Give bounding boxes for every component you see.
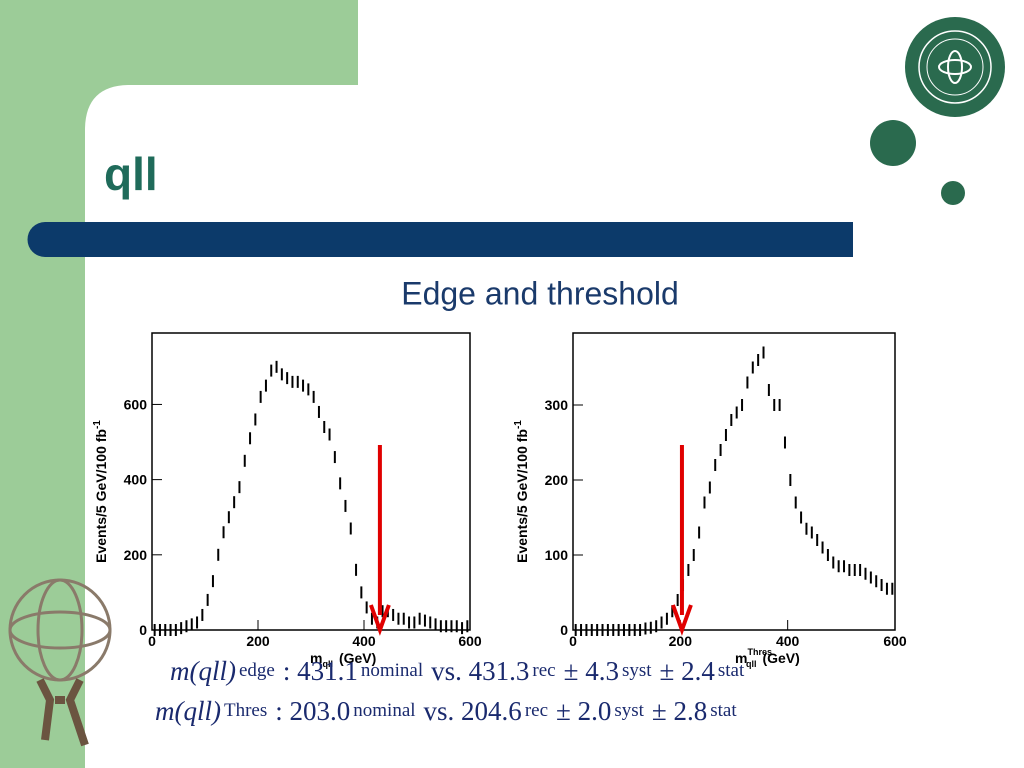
x-label-unit: (GeV) [762,650,799,666]
x-tick-label: 400 [352,633,376,649]
x-tick-label: 600 [883,633,907,649]
y-tick-label: 400 [124,472,148,488]
equation-index: edge [239,660,275,681]
arrow-head [671,604,693,636]
y-tick-label: 100 [545,547,569,563]
equation-index: rec [532,660,555,681]
equation: m(qll) edge : 431.1 nominal vs. 431.3 rec ± 4.… [170,656,745,686]
arrow-head [369,604,391,636]
y-tick-label: 200 [545,472,569,488]
seal-logo [905,17,1005,117]
equation-index: stat [718,660,745,681]
content-panel [85,0,1024,768]
plot-frame [151,332,471,631]
equation-term: ± 2.0 [556,696,611,726]
y-axis-label-text: Events/5 GeV/100 fb [514,429,530,563]
chart: 0 200 400 600 0 100 200 300 Events/5 GeV/100 fb-… [513,332,907,669]
x-tick-label: 200 [246,633,270,649]
title-bar [27,222,853,257]
equation-index: syst [622,660,652,681]
equation-term: : 203.0 [275,696,350,726]
y-axis-label-sup: -1 [92,420,103,429]
x-tick-label: 0 [569,633,577,649]
x-label-sub: qll [322,659,333,669]
decor-dot [941,181,965,205]
y-tick-label: 300 [545,397,569,413]
equation-index: nominal [361,660,423,681]
slide-title: qll [104,148,158,200]
atlas-figure [8,578,112,747]
y-axis-label-sup: -1 [513,420,524,429]
y-axis-label-text: Events/5 GeV/100 fb [93,429,109,563]
equation-index: Thres [224,700,267,721]
x-tick-label: 400 [776,633,800,649]
slide-subtitle: Edge and threshold [401,275,679,311]
x-label-unit: (GeV) [339,650,376,666]
chart: 0 200 400 600 0 200 400 600 Events/5 GeV/100 fb-… [92,332,482,669]
equation-term: vs. 431.3 [431,656,529,686]
decor-dot [870,120,916,166]
x-label-symbol: m [735,650,747,666]
y-tick-label: 0 [139,622,147,638]
equation-term: ± 4.3 [564,656,619,686]
x-label-sub: qll [746,659,757,669]
x-label-sup: Thres [747,647,772,657]
x-label-symbol: m [310,650,322,666]
equation-term: m(qll) [170,656,236,686]
equation-term: vs. 204.6 [424,696,522,726]
equation-term: : 431.1 [283,656,358,686]
equation-term: m(qll) [155,696,221,726]
y-tick-label: 0 [560,622,568,638]
x-tick-label: 200 [669,633,693,649]
y-tick-label: 600 [124,396,148,412]
equation-index: syst [614,700,644,721]
equation-index: stat [710,700,737,721]
x-axis-label: mThres qll (GeV) [735,647,800,669]
equation-index: rec [525,700,548,721]
equation-term: ± 2.4 [660,656,716,686]
equation-term: ± 2.8 [652,696,707,726]
plot-frame [572,332,896,631]
y-axis-label: Events/5 GeV/100 fb-1 [92,420,109,563]
x-tick-label: 0 [148,633,156,649]
equation: m(qll) Thres : 203.0 nominal vs. 204.6 rec ± 2… [155,696,737,726]
y-axis-label: Events/5 GeV/100 fb-1 [513,420,530,563]
equations: m(qll) edge: 431.1 nominal vs. 431.3 rec ± 4.… [155,656,745,726]
y-tick-label: 200 [124,547,148,563]
x-axis-label: mqll (GeV) [310,650,376,669]
equation-index: nominal [353,700,415,721]
x-tick-label: 600 [458,633,482,649]
